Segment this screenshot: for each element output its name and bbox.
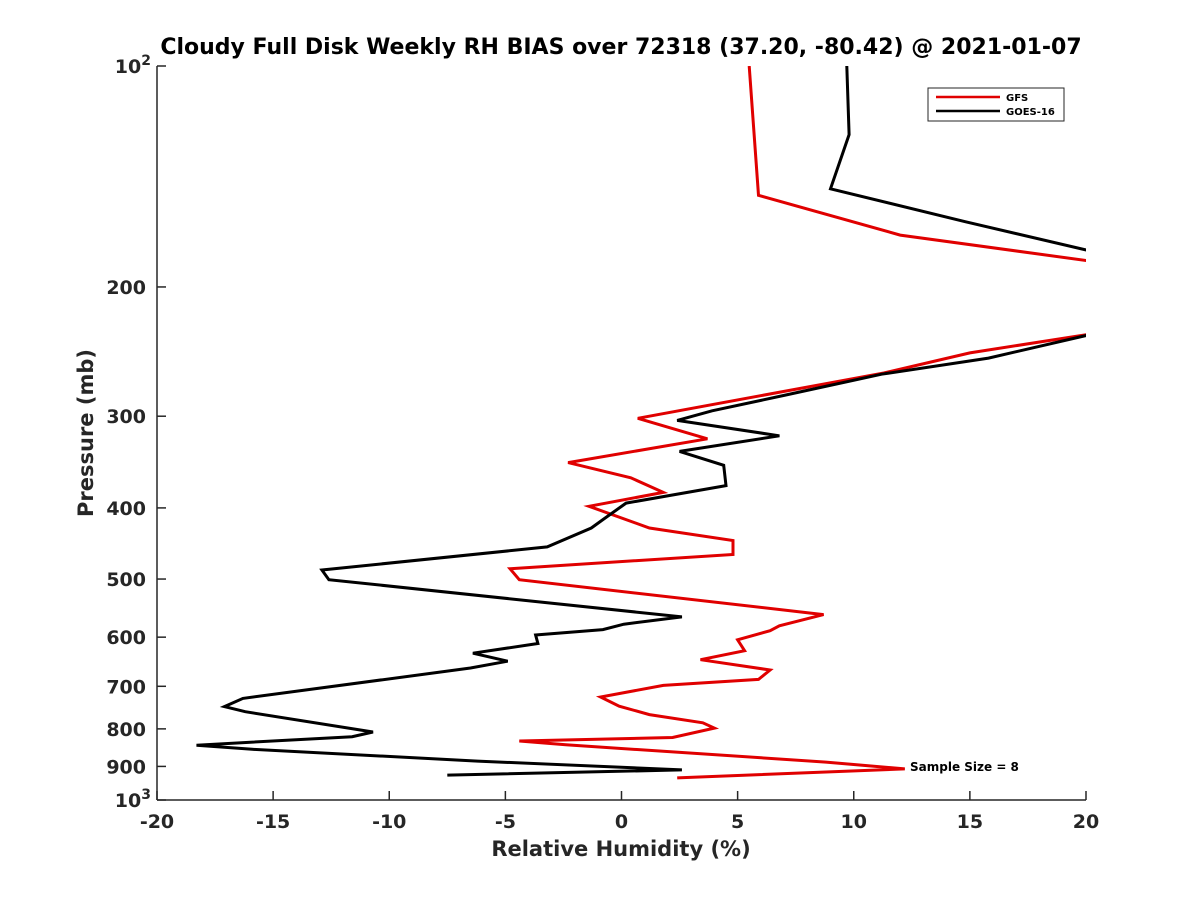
y-tick-label: 103 — [115, 787, 151, 812]
y-tick-label: 600 — [106, 627, 146, 649]
x-ticks: -20 -15 -10 -5 0 5 10 15 20 — [140, 791, 1099, 833]
x-tick-label: 10 — [841, 811, 867, 833]
x-tick-label: 0 — [615, 811, 628, 833]
y-tick-label: 102 — [115, 53, 151, 78]
y-tick-label: 300 — [106, 406, 146, 428]
y-tick-label: 400 — [106, 498, 146, 520]
legend-label-gfs: GFS — [1006, 93, 1028, 104]
sample-size-annotation: Sample Size = 8 — [910, 760, 1019, 774]
x-tick-label: -10 — [372, 811, 406, 833]
x-tick-label: 15 — [957, 811, 983, 833]
legend[interactable]: GFS GOES-16 — [927, 87, 1065, 122]
series-layer — [196, 66, 1086, 780]
y-tick-label: 500 — [106, 569, 146, 591]
y-tick-label: 900 — [106, 756, 146, 778]
plot-background — [157, 66, 1086, 800]
y-ticks: 102 200 300 400 500 600 700 800 900 103 — [106, 53, 166, 812]
y-axis-label: Pressure (mb) — [74, 349, 98, 517]
legend-box — [927, 87, 1065, 122]
chart-title: Cloudy Full Disk Weekly RH BIAS over 723… — [160, 35, 1081, 60]
series-line-gfs — [506, 66, 1086, 780]
y-tick-label: 700 — [106, 676, 146, 698]
y-tick-label: 200 — [106, 277, 146, 299]
x-axis-label: Relative Humidity (%) — [491, 837, 750, 861]
x-tick-label: 20 — [1073, 811, 1099, 833]
series-line-goes-16 — [196, 66, 1086, 777]
plot-area — [157, 66, 1086, 800]
y-tick-label: 800 — [106, 719, 146, 741]
x-tick-label: -15 — [256, 811, 290, 833]
x-tick-label: -5 — [495, 811, 516, 833]
x-tick-label: -20 — [140, 811, 174, 833]
x-tick-label: 5 — [731, 811, 744, 833]
legend-label-goes-16: GOES-16 — [1006, 107, 1055, 118]
